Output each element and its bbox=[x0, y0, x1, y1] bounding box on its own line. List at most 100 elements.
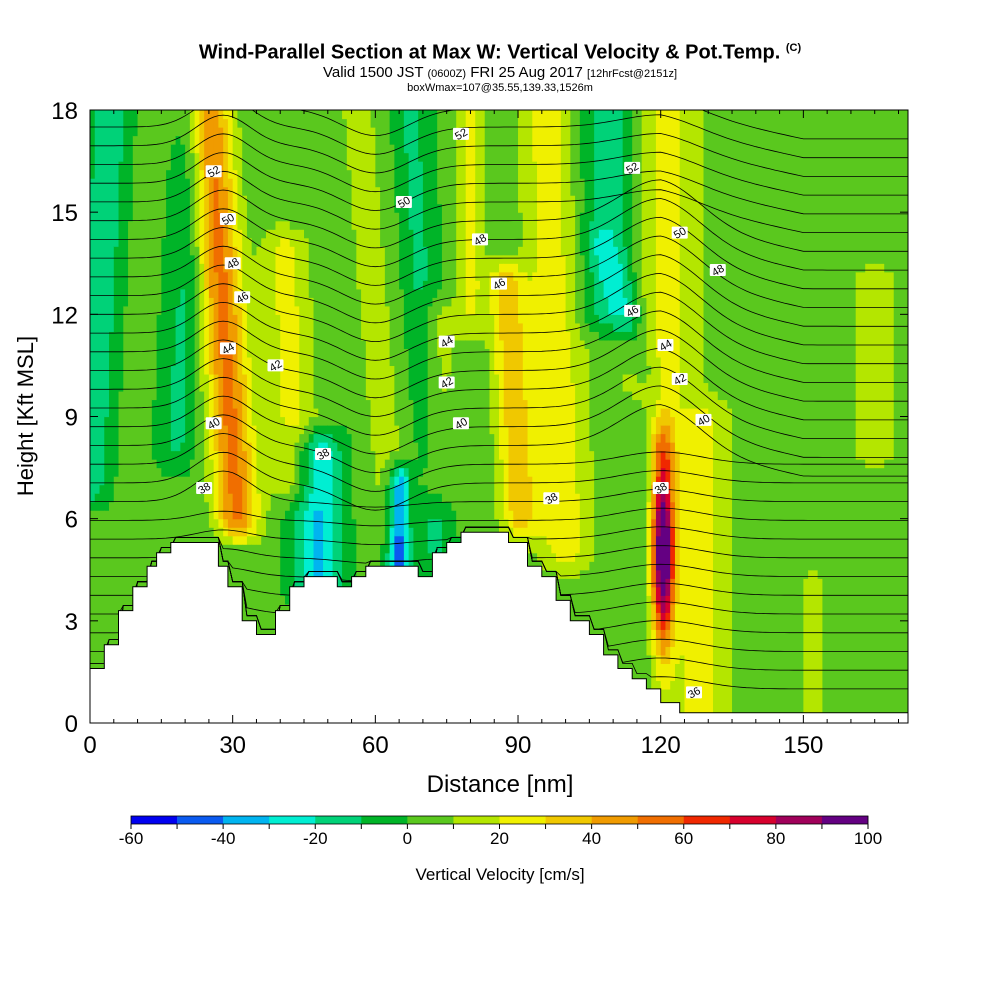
velocity-cell bbox=[99, 484, 105, 511]
velocity-cell bbox=[394, 425, 400, 452]
velocity-cell bbox=[660, 612, 667, 622]
velocity-cell bbox=[865, 263, 871, 469]
velocity-cell bbox=[323, 442, 329, 596]
velocity-cell bbox=[651, 110, 657, 418]
velocity-cell bbox=[351, 110, 357, 230]
theta-label-text: 50 bbox=[220, 212, 237, 229]
velocity-cell bbox=[204, 288, 210, 375]
velocity-cell bbox=[651, 654, 657, 699]
velocity-cell bbox=[713, 110, 719, 392]
velocity-cell bbox=[499, 110, 505, 256]
velocity-cell bbox=[237, 110, 243, 128]
velocity-cell bbox=[232, 518, 239, 528]
velocity-cell bbox=[693, 110, 700, 409]
velocity-cell bbox=[313, 407, 319, 418]
velocity-cell bbox=[151, 399, 158, 460]
theta-label-bg bbox=[267, 359, 284, 372]
velocity-cell bbox=[808, 569, 814, 723]
velocity-cell bbox=[508, 271, 514, 511]
velocity-cell bbox=[99, 110, 105, 486]
velocity-cell bbox=[579, 254, 586, 341]
velocity-cell bbox=[437, 203, 443, 290]
title-text: Wind-Parallel Section at Max W: Vertical… bbox=[198, 41, 781, 64]
velocity-cell bbox=[674, 603, 681, 665]
velocity-cell bbox=[494, 254, 500, 273]
velocity-cell bbox=[242, 527, 248, 537]
velocity-cell bbox=[170, 450, 177, 477]
velocity-cell bbox=[603, 339, 609, 723]
velocity-cell bbox=[884, 459, 890, 723]
velocity-cell bbox=[570, 382, 576, 562]
velocity-cell bbox=[232, 527, 239, 537]
velocity-cell bbox=[494, 373, 500, 520]
velocity-cell bbox=[299, 450, 305, 503]
velocity-cell bbox=[308, 416, 315, 435]
velocity-cell bbox=[337, 425, 343, 452]
velocity-cell bbox=[503, 271, 510, 426]
theta-label-text: 38 bbox=[544, 491, 561, 508]
theta-label: 42 bbox=[438, 375, 455, 392]
velocity-cell bbox=[636, 322, 643, 384]
velocity-cell bbox=[760, 110, 766, 723]
theta-label-bg bbox=[234, 291, 251, 304]
velocity-cell bbox=[189, 152, 196, 256]
velocity-cell bbox=[422, 280, 429, 469]
velocity-cell bbox=[841, 110, 847, 723]
velocity-cell bbox=[370, 127, 376, 452]
velocity-cell bbox=[189, 254, 196, 460]
velocity-cell bbox=[389, 365, 395, 452]
velocity-cell bbox=[808, 110, 814, 571]
velocity-cell bbox=[679, 110, 686, 409]
velocity-cell bbox=[313, 450, 319, 511]
velocity-cell bbox=[665, 110, 671, 409]
velocity-cell bbox=[361, 339, 367, 723]
velocity-cell bbox=[770, 110, 776, 723]
velocity-cell bbox=[294, 442, 300, 494]
colorbar-tick-label: 40 bbox=[582, 829, 601, 848]
x-tick-label: 30 bbox=[219, 732, 246, 759]
velocity-cell bbox=[332, 425, 338, 443]
theta-contour-line bbox=[90, 507, 908, 527]
velocity-cell bbox=[318, 442, 324, 511]
velocity-cell bbox=[655, 510, 662, 537]
velocity-cell bbox=[441, 390, 448, 503]
velocity-cell bbox=[556, 110, 562, 562]
velocity-cell bbox=[237, 305, 243, 384]
velocity-cell bbox=[470, 314, 476, 341]
velocity-cell bbox=[608, 339, 614, 723]
velocity-cell bbox=[698, 110, 705, 409]
velocity-cell bbox=[389, 476, 395, 528]
velocity-cell bbox=[603, 229, 609, 298]
theta-contour-line bbox=[90, 385, 908, 458]
velocity-cell bbox=[508, 527, 514, 545]
velocity-cell bbox=[651, 416, 657, 435]
velocity-cell bbox=[389, 467, 395, 477]
velocity-cell bbox=[323, 425, 329, 435]
velocity-cell bbox=[836, 110, 843, 723]
velocity-cell bbox=[456, 110, 462, 341]
velocity-cell bbox=[313, 416, 319, 426]
velocity-cell bbox=[389, 110, 395, 145]
velocity-cell bbox=[798, 110, 804, 723]
velocity-cell bbox=[641, 110, 648, 298]
velocity-cell bbox=[655, 110, 662, 358]
velocity-cell bbox=[304, 237, 310, 426]
velocity-cell bbox=[660, 425, 667, 435]
velocity-cell bbox=[132, 110, 139, 137]
velocity-cell bbox=[622, 110, 629, 247]
velocity-cell bbox=[665, 425, 671, 443]
velocity-cell bbox=[237, 382, 243, 477]
velocity-cell bbox=[508, 254, 514, 264]
velocity-cell bbox=[422, 484, 429, 579]
velocity-cell bbox=[774, 110, 781, 723]
velocity-cell bbox=[394, 476, 400, 486]
velocity-cell bbox=[632, 339, 638, 375]
velocity-cell bbox=[560, 254, 567, 562]
velocity-cell bbox=[879, 110, 885, 264]
velocity-cell bbox=[142, 110, 148, 723]
theta-contour-line bbox=[90, 114, 908, 177]
theta-label-bg bbox=[438, 376, 455, 389]
velocity-cell bbox=[432, 297, 438, 494]
x-tick-label: 120 bbox=[641, 732, 681, 759]
velocity-cell bbox=[113, 110, 120, 247]
